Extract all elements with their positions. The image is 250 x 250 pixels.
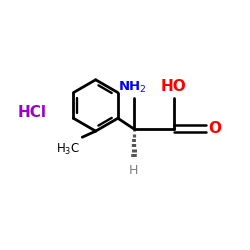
Text: NH$_2$: NH$_2$ bbox=[118, 80, 147, 95]
Text: H: H bbox=[129, 164, 138, 176]
Text: H$_3$C: H$_3$C bbox=[56, 142, 80, 157]
Text: HO: HO bbox=[161, 80, 187, 94]
Text: O: O bbox=[208, 121, 221, 136]
Text: HCl: HCl bbox=[18, 105, 46, 120]
